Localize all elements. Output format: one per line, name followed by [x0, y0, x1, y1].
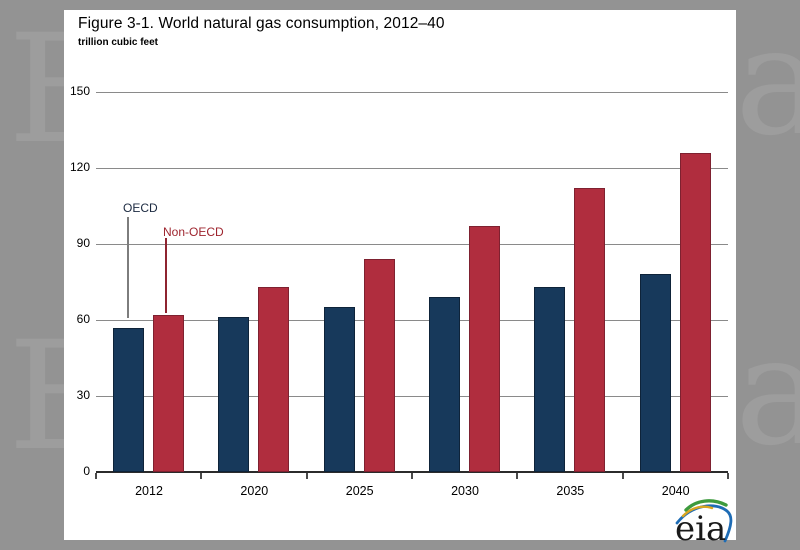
- x-axis-tick: [411, 473, 413, 479]
- watermark-letter-a-top: a: [735, 0, 800, 169]
- y-axis-label-120: 120: [69, 160, 90, 174]
- bar-oecd-2025: [323, 307, 355, 472]
- x-axis-tick: [95, 473, 97, 479]
- x-axis-line: [96, 471, 728, 473]
- eia-logo: eia: [675, 499, 733, 544]
- chart-units-label: trillion cubic feet: [78, 37, 159, 48]
- chart-title: Figure 3-1. World natural gas consumptio…: [78, 15, 445, 32]
- x-axis-label-2035: 2035: [556, 484, 585, 498]
- gridline-120: [96, 168, 728, 169]
- y-axis-label-90: 90: [76, 236, 90, 250]
- x-axis-label-2020: 2020: [240, 484, 269, 498]
- gridline-90: [96, 244, 728, 245]
- x-axis-tick: [516, 473, 519, 479]
- gridline-30: [96, 396, 728, 397]
- bar-oecd-2012: [113, 327, 144, 472]
- plot-area: OECD Non-OECD 0 30 60 90 120 150 2012 2020 2025 2…: [70, 84, 729, 498]
- y-axis-label-0: 0: [83, 464, 90, 478]
- chart-panel: Figure 3-1. World natural gas consumptio…: [64, 10, 736, 544]
- legend-leader-line-oecd: [127, 217, 129, 318]
- eia-logo-green-swoosh: [684, 499, 728, 512]
- x-axis-label-2030: 2030: [451, 484, 479, 498]
- legend-label-non-oecd: Non-OECD: [163, 225, 224, 239]
- bar-oecd-2030: [429, 297, 460, 472]
- bar-nonoecd-2035: [574, 188, 606, 472]
- watermark-letter-a-bottom: a: [735, 305, 800, 479]
- eia-logo-text: eia: [675, 509, 726, 544]
- x-axis-label-2012: 2012: [135, 484, 163, 498]
- gridline-60: [96, 320, 728, 321]
- y-axis-label-60: 60: [76, 312, 90, 326]
- bar-nonoecd-2030: [469, 226, 500, 472]
- bar-nonoecd-2025: [363, 259, 395, 472]
- x-axis-tick: [200, 473, 203, 479]
- x-axis-tick: [727, 473, 729, 479]
- x-axis-tick: [621, 473, 624, 479]
- x-axis-label-2040: 2040: [661, 484, 690, 498]
- y-axis-label-30: 30: [76, 388, 90, 402]
- x-axis-label-2025: 2025: [345, 484, 374, 498]
- legend-label-oecd: OECD: [123, 201, 158, 215]
- x-axis-tick: [305, 473, 308, 479]
- gridline-150: [96, 92, 728, 93]
- legend-leader-line-non-oecd: [165, 238, 167, 313]
- bar-nonoecd-2012: [153, 314, 184, 472]
- bar-nonoecd-2020: [258, 287, 290, 472]
- y-axis-label-150: 150: [69, 84, 90, 98]
- eia-logo-yellow-swoosh: [681, 505, 714, 518]
- bar-oecd-2035: [534, 287, 566, 472]
- bar-oecd-2040: [639, 274, 671, 472]
- bar-nonoecd-2040: [679, 152, 711, 472]
- bar-oecd-2020: [218, 317, 250, 472]
